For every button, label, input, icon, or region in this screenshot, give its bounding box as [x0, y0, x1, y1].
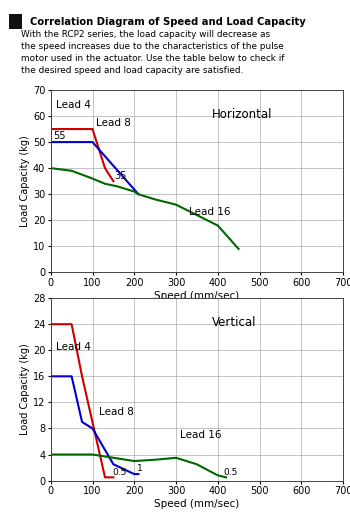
Text: Vertical: Vertical	[211, 316, 256, 329]
Text: Lead 4: Lead 4	[56, 100, 91, 110]
Text: Lead 8: Lead 8	[96, 118, 131, 128]
Text: Correlation Diagram of Speed and Load Capacity: Correlation Diagram of Speed and Load Ca…	[30, 16, 306, 27]
Text: 0.5: 0.5	[223, 468, 238, 478]
Text: Horizontal: Horizontal	[211, 108, 272, 121]
Text: 55: 55	[53, 132, 65, 141]
Text: 1: 1	[137, 464, 143, 473]
Y-axis label: Load Capacity (kg): Load Capacity (kg)	[20, 343, 30, 435]
Y-axis label: Load Capacity (kg): Load Capacity (kg)	[20, 135, 30, 227]
Text: Lead 4: Lead 4	[56, 342, 91, 352]
Text: Lead 8: Lead 8	[99, 408, 134, 417]
Text: With the RCP2 series, the load capacity will decrease as
the speed increases due: With the RCP2 series, the load capacity …	[21, 30, 285, 75]
Text: Lead 16: Lead 16	[180, 430, 222, 440]
X-axis label: Speed (mm/sec): Speed (mm/sec)	[154, 499, 239, 509]
Text: Lead 16: Lead 16	[189, 207, 230, 217]
X-axis label: Speed (mm/sec): Speed (mm/sec)	[154, 291, 239, 301]
Text: 0.5: 0.5	[113, 468, 127, 478]
Text: 35: 35	[114, 171, 127, 180]
